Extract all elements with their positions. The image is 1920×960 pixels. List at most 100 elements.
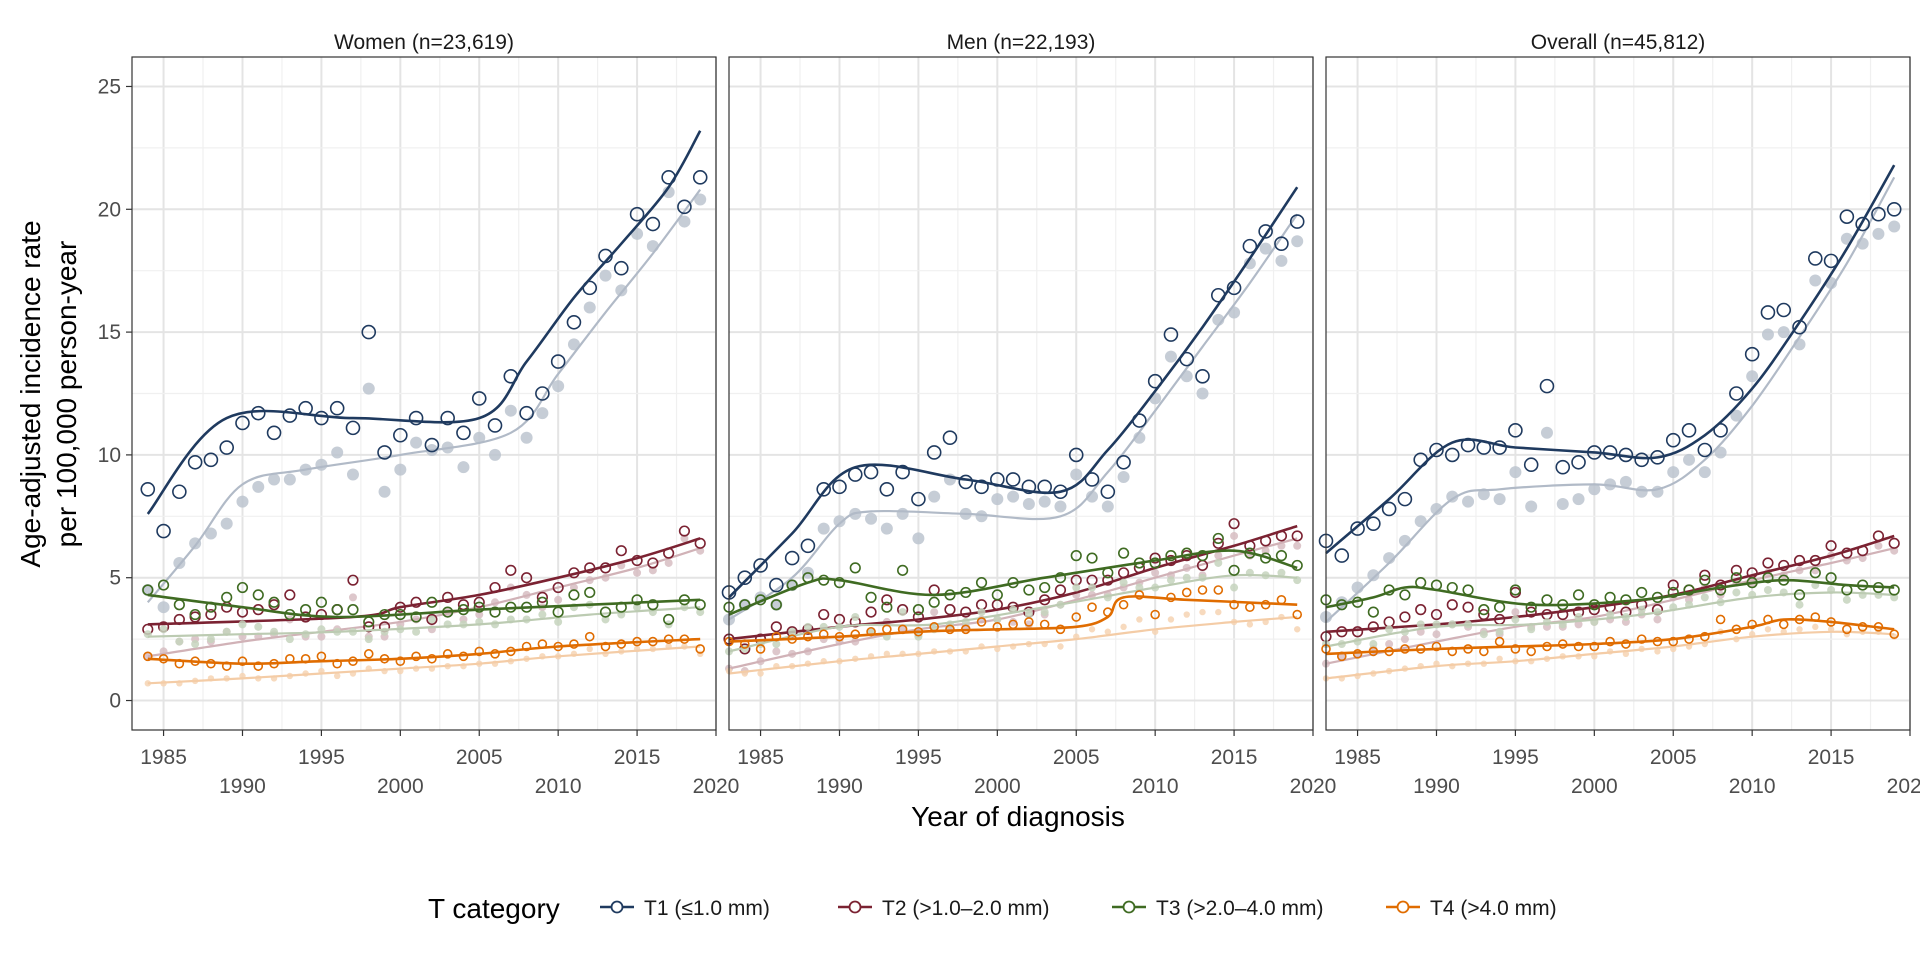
adjusted-point	[1104, 628, 1112, 635]
observed-point	[770, 599, 782, 611]
adjusted-point	[599, 269, 612, 282]
adjusted-point	[1842, 595, 1851, 604]
adjusted-point	[157, 601, 170, 614]
observed-point	[1086, 552, 1098, 564]
adjusted-trend-line	[147, 547, 701, 658]
adjusted-point	[1542, 617, 1551, 626]
observed-point	[408, 410, 424, 426]
observed-point	[314, 410, 329, 426]
x-axis-title: Year of diagnosis	[911, 801, 1125, 832]
observed-trend-line	[1325, 578, 1895, 609]
observed-point	[1163, 327, 1179, 342]
adjusted-point	[1812, 623, 1819, 631]
observed-point	[832, 479, 847, 495]
adjusted-point	[1763, 585, 1772, 594]
observed-point	[442, 649, 453, 659]
adjusted-point	[788, 627, 797, 636]
observed-point	[881, 601, 893, 613]
observed-point	[329, 400, 345, 416]
observed-point	[944, 604, 956, 616]
observed-point	[1793, 589, 1806, 601]
observed-point	[1572, 589, 1585, 601]
observed-point	[692, 170, 708, 185]
observed-point	[521, 641, 532, 652]
x-tick-label: 2000	[377, 775, 424, 798]
observed-point	[694, 599, 706, 611]
x-axis: 1985 1995 2005 2015 1990 2000 2010 2020	[1334, 730, 1920, 798]
observed-point	[865, 591, 877, 603]
legend-item-t2: T2 (>1.0–2.0 mm)	[838, 897, 1049, 920]
observed-point	[410, 611, 422, 623]
adjusted-point	[554, 617, 563, 626]
observed-point	[770, 621, 782, 633]
observed-point	[1871, 206, 1886, 222]
observed-point	[1024, 617, 1034, 627]
y-tick-label: 25	[98, 75, 121, 98]
observed-point	[897, 564, 909, 576]
x-tick-label: 1995	[1492, 746, 1539, 769]
observed-point	[974, 479, 989, 495]
data-layer	[140, 130, 708, 687]
x-tick-label: 1985	[737, 746, 784, 769]
observed-point	[992, 622, 1003, 632]
adjusted-point	[1746, 370, 1759, 383]
observed-point	[1667, 586, 1679, 599]
adjusted-point	[159, 625, 168, 634]
observed-point	[1429, 442, 1444, 458]
observed-trend-line	[147, 593, 701, 619]
observed-point	[347, 574, 359, 586]
adjusted-point	[285, 635, 294, 644]
observed-point	[1228, 518, 1240, 530]
observed-point	[1181, 547, 1193, 559]
adjusted-point	[601, 615, 610, 624]
adjusted-trend-line	[728, 615, 1298, 675]
adjusted-point	[1119, 578, 1128, 587]
panel-title: Men (n=22,193)	[947, 31, 1096, 54]
observed-point	[599, 606, 612, 618]
observed-point	[1762, 572, 1774, 584]
observed-point	[1462, 601, 1474, 613]
observed-point	[520, 572, 533, 584]
x-tick-label: 2010	[1132, 775, 1179, 798]
adjusted-point	[1040, 608, 1049, 617]
panel-border	[728, 56, 1314, 731]
series-t1	[1318, 164, 1902, 624]
observed-point	[552, 581, 564, 594]
observed-point	[535, 386, 550, 401]
observed-point	[568, 589, 580, 601]
adjusted-point	[1606, 610, 1615, 619]
observed-point	[1730, 572, 1742, 584]
observed-point	[142, 584, 154, 596]
observed-point	[172, 484, 187, 500]
observed-point	[1588, 604, 1600, 616]
adjusted-point	[1683, 453, 1696, 466]
adjusted-point	[586, 645, 593, 653]
adjusted-point	[1527, 625, 1536, 634]
observed-point	[157, 579, 170, 591]
adjusted-point	[1635, 485, 1648, 498]
observed-point	[663, 613, 675, 626]
adjusted-point	[1700, 593, 1709, 602]
adjusted-point	[538, 610, 547, 619]
observed-point	[1399, 611, 1411, 623]
observed-point	[1258, 224, 1273, 239]
observed-point	[1431, 641, 1442, 652]
adjusted-point	[283, 473, 296, 486]
adjusted-point	[662, 186, 675, 199]
adjusted-trend-line	[1325, 547, 1895, 665]
observed-point	[189, 608, 201, 621]
observed-point	[1228, 564, 1240, 576]
legend-label: T2 (>1.0–2.0 mm)	[882, 897, 1049, 920]
adjusted-point	[615, 284, 628, 297]
adjusted-point	[473, 431, 486, 444]
adjusted-point	[412, 627, 421, 636]
observed-point	[440, 410, 455, 426]
x-axis: 1985 1995 2005 2015 1990 2000 2010 2020	[737, 730, 1336, 798]
y-axis: 0 5 10 15 20 25	[98, 75, 132, 713]
adjusted-point	[912, 532, 925, 545]
adjusted-point	[1572, 493, 1585, 506]
x-tick-label: 2005	[1650, 746, 1697, 769]
observed-point	[1134, 590, 1145, 600]
observed-point	[645, 216, 661, 232]
series-t3	[723, 532, 1303, 656]
